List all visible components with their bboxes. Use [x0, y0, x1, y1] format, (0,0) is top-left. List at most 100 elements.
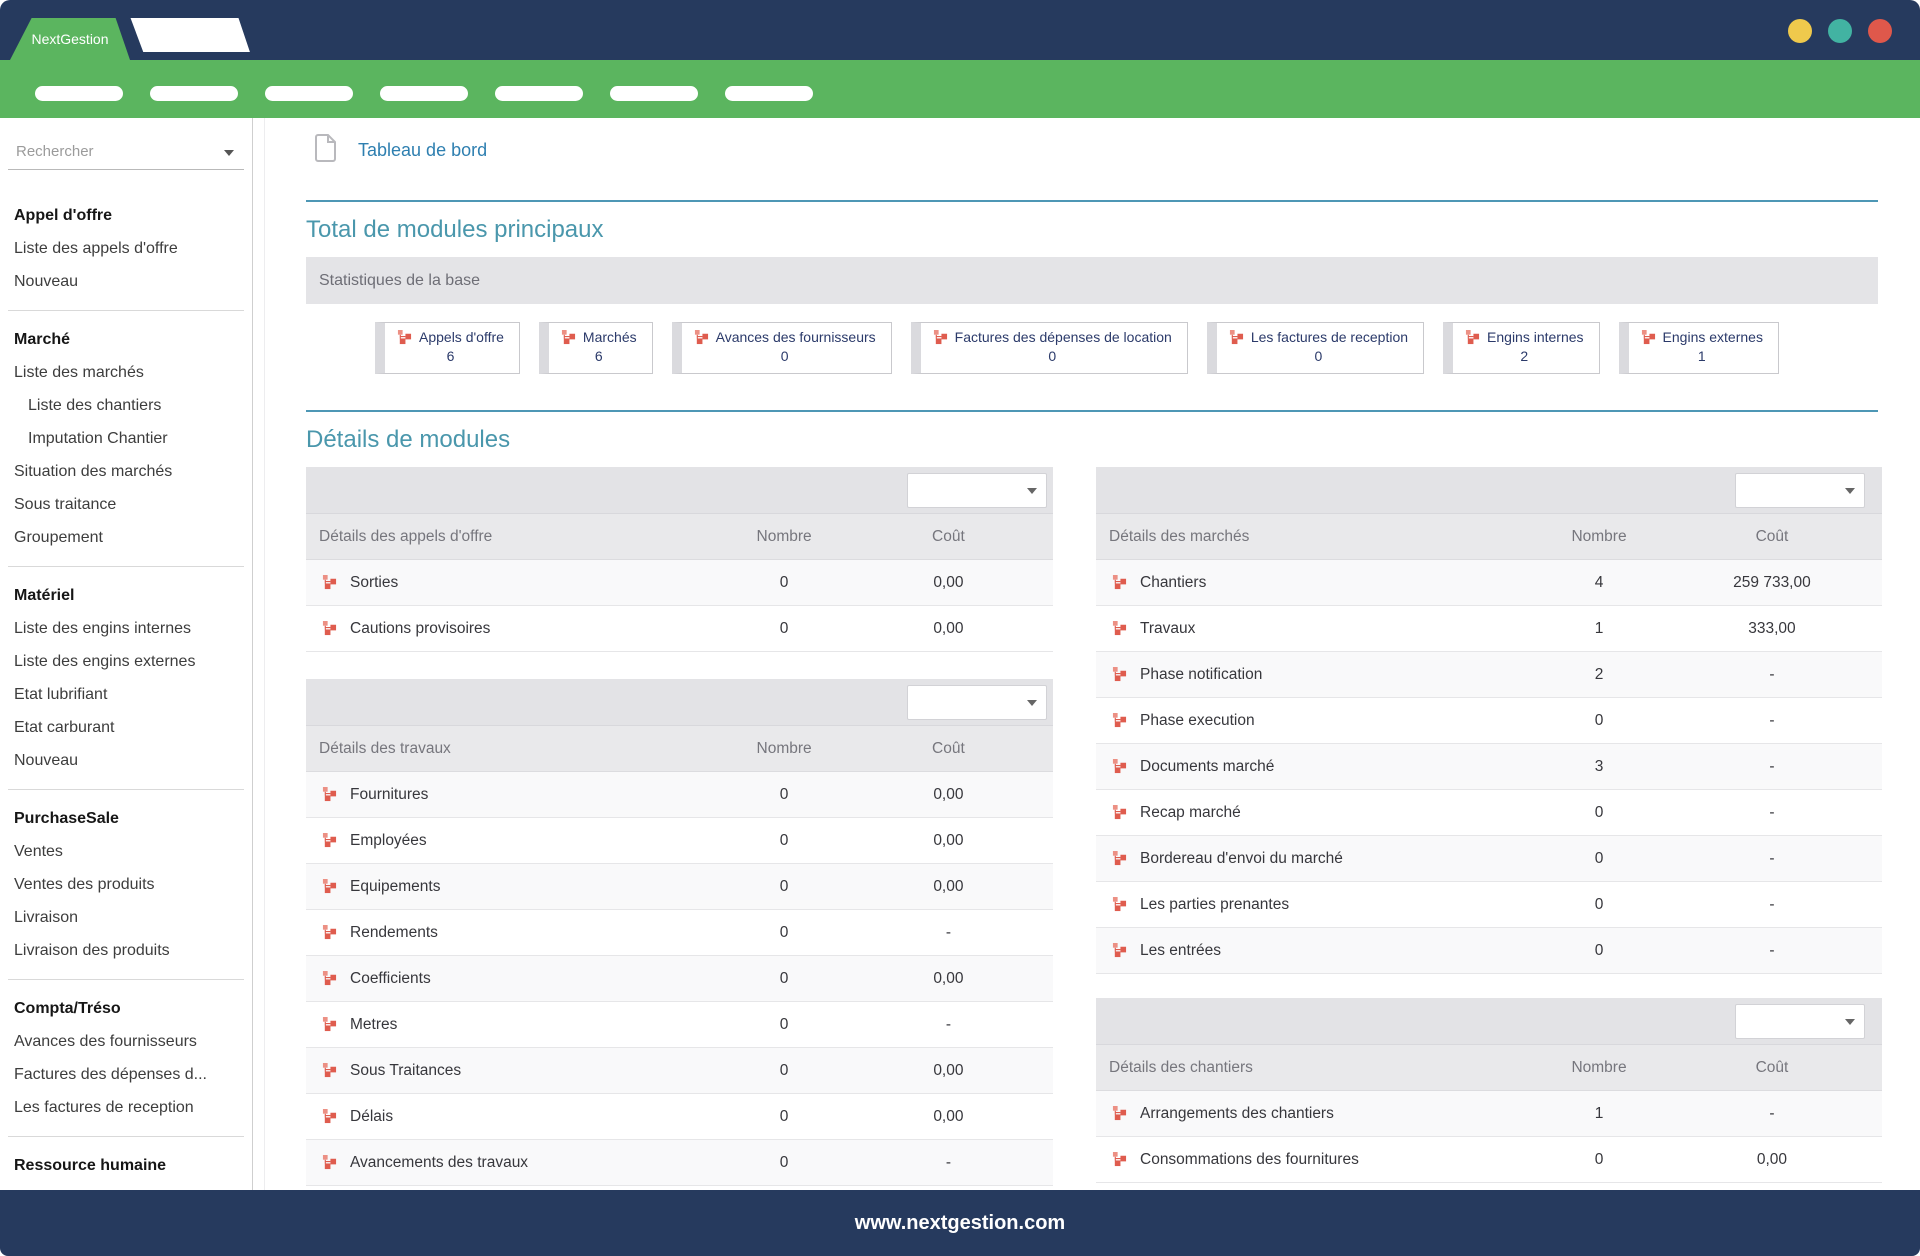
module-icon [1112, 575, 1127, 590]
sidebar-item[interactable]: Liste des engins internes [14, 620, 191, 637]
table-row: Phase execution 0 - [1096, 698, 1882, 744]
row-label: Metres [350, 1015, 398, 1033]
sidebar-item[interactable]: Situation des marchés [14, 463, 173, 480]
row-label-cell: Fournitures [306, 786, 717, 804]
nav-pill[interactable] [150, 86, 238, 101]
table-travaux: Détails des travaux Nombre Coût Fournitures… [306, 679, 1053, 1186]
brand-label: NextGestion [31, 31, 109, 47]
row-label: Chantiers [1140, 573, 1207, 591]
sidebar-section-title: Marché [14, 331, 71, 348]
row-label: Documents marché [1140, 757, 1275, 775]
nav-pill[interactable] [35, 86, 123, 101]
sidebar-search[interactable] [8, 142, 244, 170]
stat-card-value: 0 [780, 348, 789, 364]
row-label: Bordereau d'envoi du marché [1140, 849, 1343, 867]
sidebar-item[interactable]: Ventes [14, 843, 63, 860]
nav-pills [35, 86, 813, 101]
sidebar-divider [8, 566, 244, 567]
chevron-down-icon [1845, 488, 1855, 494]
close-button[interactable] [1868, 19, 1892, 43]
row-label: Recap marché [1140, 803, 1241, 821]
row-cout: 0,00 [933, 831, 964, 849]
row-nombre: 0 [779, 1153, 789, 1171]
sidebar-divider [8, 1136, 244, 1137]
nav-pill[interactable] [265, 86, 353, 101]
nav-pill[interactable] [495, 86, 583, 101]
row-nombre: 1 [1594, 1104, 1604, 1122]
sidebar-item[interactable]: Etat lubrifiant [14, 686, 108, 703]
table-filter-dropdown[interactable] [1735, 1004, 1865, 1039]
module-icon [1112, 805, 1127, 820]
table-row: Metres 0 - [306, 1002, 1053, 1048]
sidebar-item[interactable]: Sous traitance [14, 496, 117, 513]
minimize-button[interactable] [1788, 19, 1812, 43]
sidebar-item[interactable]: Liste des engins externes [14, 653, 196, 670]
sidebar-item[interactable]: Nouveau [14, 752, 79, 769]
restore-button[interactable] [1828, 19, 1852, 43]
module-icon [322, 1063, 337, 1078]
stat-card[interactable]: Appels d'offre 6 [375, 322, 520, 374]
sidebar-item[interactable]: Imputation Chantier [28, 430, 168, 447]
row-cout: - [945, 1153, 951, 1171]
sidebar-item[interactable]: Liste des appels d'offre [14, 240, 178, 257]
nav-pill[interactable] [725, 86, 813, 101]
stat-card[interactable]: Les factures de reception 0 [1206, 322, 1425, 374]
row-label-cell: Sorties [306, 574, 717, 592]
sidebar-item[interactable]: Etat carburant [14, 719, 115, 736]
table-appels-offre: Détails des appels d'offre Nombre Coût Sort… [306, 467, 1053, 652]
row-label-cell: Phase notification [1096, 666, 1528, 684]
row-cout: 0,00 [933, 573, 964, 591]
module-icon [322, 925, 337, 940]
nav-pill[interactable] [610, 86, 698, 101]
secondary-tab[interactable] [130, 18, 250, 52]
table-toolbar [1096, 467, 1882, 514]
search-input[interactable] [14, 142, 208, 161]
sidebar-item[interactable]: Nouveau [14, 273, 79, 290]
row-label-cell: Les entrées [1096, 942, 1528, 960]
nav-pill[interactable] [380, 86, 468, 101]
title-bar: NextGestion [0, 0, 1920, 60]
sidebar-item[interactable]: Liste des marchés [14, 364, 144, 381]
module-icon [1112, 851, 1127, 866]
sidebar-item[interactable]: Ventes des produits [14, 876, 155, 893]
row-label-cell: Phase execution [1096, 712, 1528, 730]
row-label-cell: Arrangements des chantiers [1096, 1105, 1528, 1123]
table-row: Consommations des fournitures 0 0,00 [1096, 1137, 1882, 1183]
row-label-cell: Travaux [1096, 620, 1528, 638]
sidebar-item[interactable]: Les factures de reception [14, 1099, 194, 1116]
sidebar-item[interactable]: Groupement [14, 529, 103, 546]
module-icon [1112, 621, 1127, 636]
sidebar-item[interactable]: Factures des dépenses d... [14, 1066, 207, 1083]
sidebar-section-title: PurchaseSale [14, 810, 119, 827]
row-cout: - [1769, 757, 1775, 775]
row-label-cell: Coefficients [306, 970, 717, 988]
stat-card[interactable]: Engins internes 2 [1443, 322, 1600, 374]
table-filter-dropdown[interactable] [907, 685, 1047, 720]
sidebar-item[interactable]: Liste des chantiers [28, 397, 162, 414]
table-filter-dropdown[interactable] [907, 473, 1047, 508]
table-chantiers: Détails des chantiers Nombre Coût Arrangeme… [1096, 998, 1882, 1183]
row-label: Avancements des travaux [350, 1153, 529, 1171]
table-filter-dropdown[interactable] [1735, 473, 1865, 508]
stat-card[interactable]: Avances des fournisseurs 0 [671, 322, 892, 374]
row-cout: 0,00 [933, 969, 964, 987]
table-row: Rendements 0 - [306, 910, 1053, 956]
table-row: Employées 0 0,00 [306, 818, 1053, 864]
table-row: Sorties 0 0,00 [306, 560, 1053, 606]
stat-card[interactable]: Engins externes 1 [1618, 322, 1779, 374]
sidebar-divider [8, 310, 244, 311]
stat-card[interactable]: Marchés 6 [538, 322, 653, 374]
module-icon [322, 621, 337, 636]
module-icon [694, 329, 708, 344]
stat-card-value: 6 [594, 348, 603, 364]
sidebar-item[interactable]: Avances des fournisseurs [14, 1033, 197, 1050]
stat-card[interactable]: Factures des dépenses de location 0 [910, 322, 1188, 374]
table-row: Les entrées 0 - [1096, 928, 1882, 974]
stat-card-header: Avances des fournisseurs [694, 329, 876, 345]
sidebar-item[interactable]: Livraison [14, 909, 79, 926]
row-label: Sous Traitances [350, 1061, 462, 1079]
brand-tab[interactable]: NextGestion [10, 18, 130, 60]
module-icon [1112, 1106, 1127, 1121]
sidebar-item[interactable]: Livraison des produits [14, 942, 170, 959]
table-header: Détails des marchés Nombre Coût [1096, 514, 1882, 560]
